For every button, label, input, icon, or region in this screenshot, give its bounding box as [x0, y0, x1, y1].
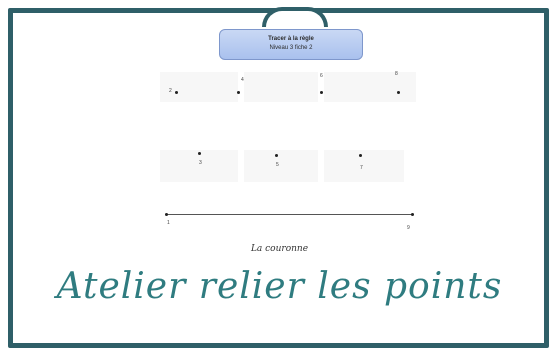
frame-top-notch	[262, 7, 328, 27]
worksheet-title: Tracer à la règle	[268, 36, 314, 42]
bg-panel	[324, 72, 416, 102]
point-label: 5	[276, 162, 279, 168]
point-dot	[175, 91, 178, 94]
point-label: 4	[241, 77, 244, 83]
point-label: 8	[395, 71, 398, 77]
bg-panel	[160, 72, 238, 102]
bg-panel	[324, 150, 404, 182]
bg-panel	[160, 150, 238, 182]
point-label: 9	[407, 225, 410, 231]
worksheet-subtitle: Niveau 3 fiche 2	[269, 45, 313, 51]
worksheet-caption: La couronne	[250, 244, 309, 254]
point-dot	[275, 154, 278, 157]
bg-panel	[244, 150, 318, 182]
guide-line	[167, 214, 413, 215]
banner-title: Atelier relier les points	[56, 266, 503, 307]
point-dot	[237, 91, 240, 94]
point-label: 3	[199, 160, 202, 166]
point-label: 7	[360, 165, 363, 171]
point-label: 1	[167, 220, 170, 226]
point-dot	[359, 154, 362, 157]
point-dot	[198, 152, 201, 155]
point-label: 6	[320, 73, 323, 79]
point-dot	[165, 213, 168, 216]
worksheet-title-box: Tracer à la règle Niveau 3 fiche 2	[219, 29, 363, 60]
point-dot	[320, 91, 323, 94]
point-dot	[397, 91, 400, 94]
point-dot	[411, 213, 414, 216]
point-label: 2	[169, 88, 172, 94]
bg-panel	[244, 72, 318, 102]
